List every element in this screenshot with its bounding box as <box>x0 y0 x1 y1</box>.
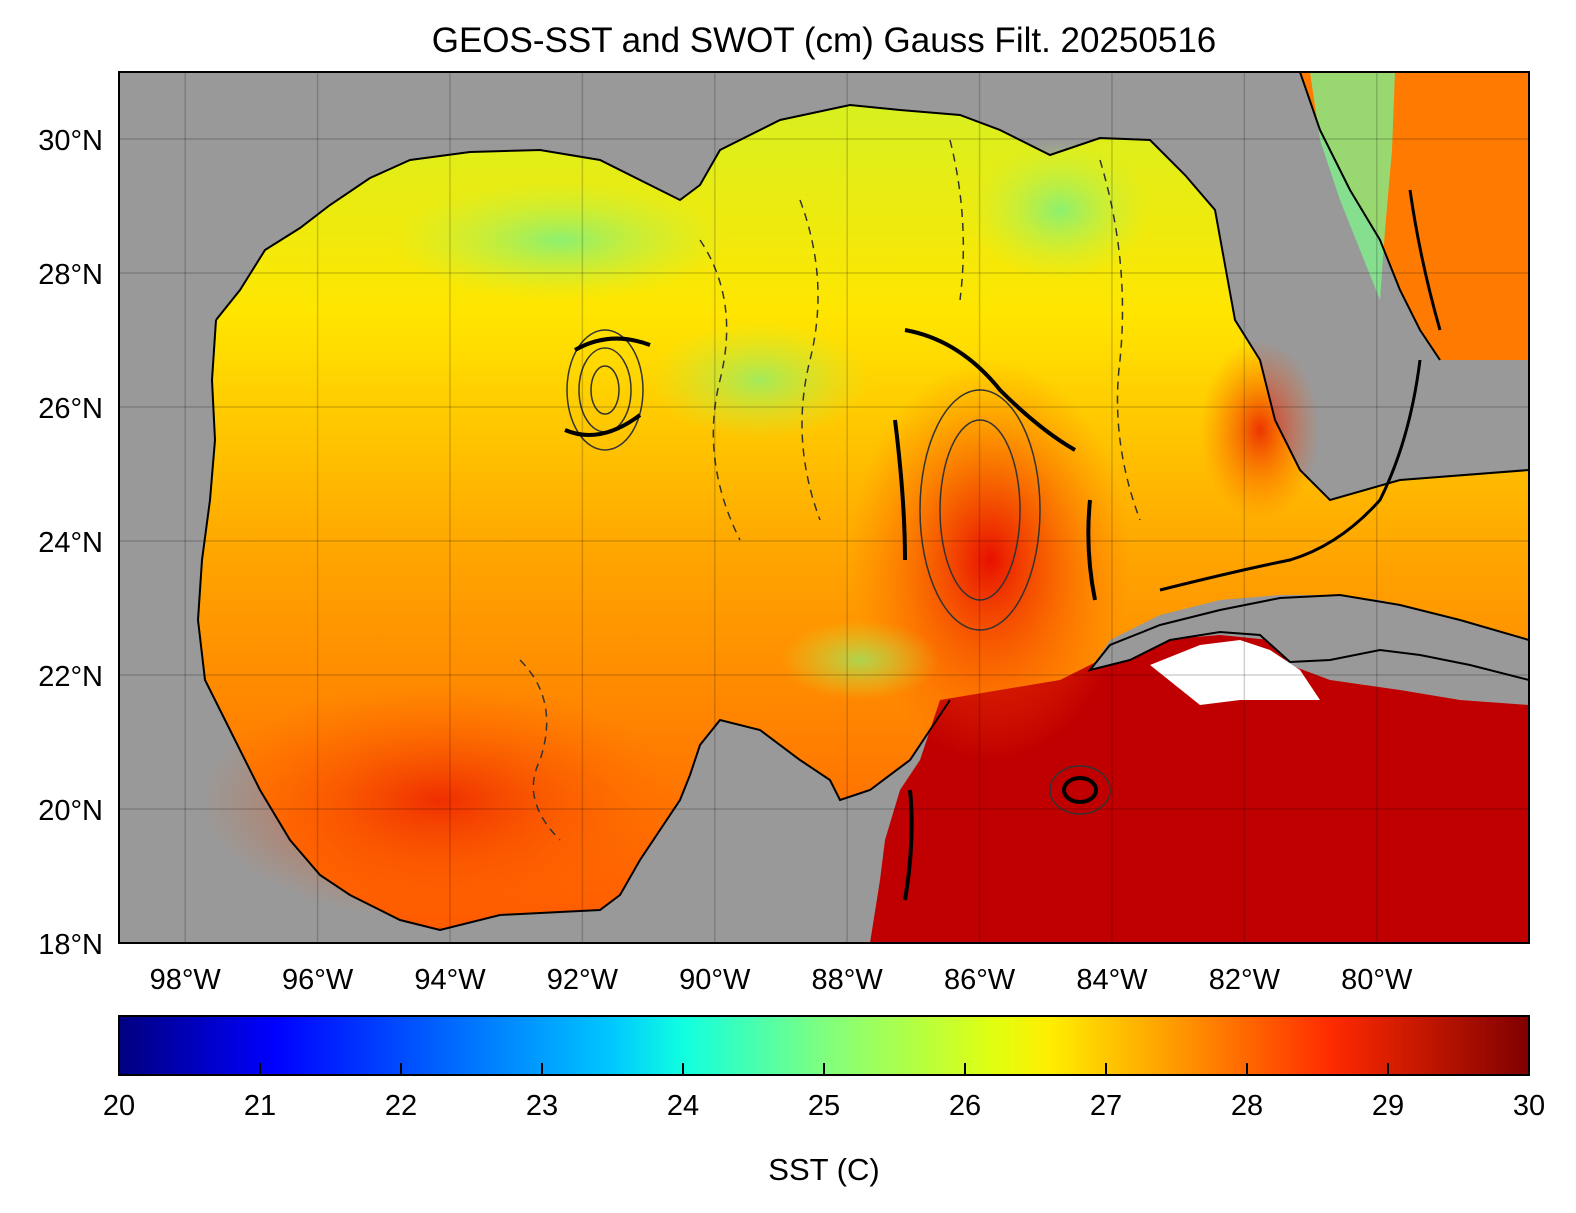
colorbar-tick-label: 23 <box>526 1090 558 1122</box>
lat-tick-label: 26°N <box>38 393 103 425</box>
colorbar-tick-label: 26 <box>949 1090 981 1122</box>
colorbar-tick-label: 24 <box>667 1090 699 1122</box>
latitude-axis: 30°N 28°N 26°N 24°N 22°N 20°N 18°N <box>38 125 103 961</box>
longitude-axis: 98°W 96°W 94°W 92°W 90°W 88°W 86°W 84°W 82°W 80°W <box>150 964 1413 996</box>
map-plot-area <box>119 72 1529 943</box>
florida-east-coast <box>1299 72 1441 361</box>
southwest-gulf-warm <box>200 680 680 920</box>
lon-tick-label: 90°W <box>679 964 751 996</box>
mexico-coastline <box>196 319 951 932</box>
colorbar-ticks: 20 21 22 23 24 25 26 27 28 29 30 <box>103 1063 1545 1122</box>
isla-de-la-juventud-gap <box>1150 640 1320 705</box>
lon-tick-label: 88°W <box>812 964 884 996</box>
lon-tick-label: 84°W <box>1076 964 1148 996</box>
florida-shelf-warm <box>1200 340 1320 520</box>
lon-tick-label: 98°W <box>150 964 222 996</box>
cuba-land <box>1087 593 1529 682</box>
lon-tick-label: 94°W <box>414 964 486 996</box>
central-gulf-cool <box>650 320 870 440</box>
lat-tick-label: 30°N <box>38 125 103 157</box>
swot-contours <box>519 139 1442 901</box>
map-gridlines <box>119 72 1529 944</box>
colorbar-label: SST (C) <box>768 1152 879 1187</box>
lat-tick-label: 20°N <box>38 795 103 827</box>
colorbar-tick-label: 22 <box>385 1090 417 1122</box>
atlantic-cool-shelf <box>1310 72 1395 300</box>
map-title: GEOS-SST and SWOT (cm) Gauss Filt. 20250… <box>432 21 1217 60</box>
colorbar-tick-label: 30 <box>1513 1090 1545 1122</box>
northeast-shelf-cool <box>970 140 1150 280</box>
lon-tick-label: 92°W <box>547 964 619 996</box>
colorbar-tick-label: 29 <box>1372 1090 1404 1122</box>
colorbar-tick-label: 28 <box>1231 1090 1263 1122</box>
lon-tick-label: 80°W <box>1341 964 1413 996</box>
lat-tick-label: 24°N <box>38 527 103 559</box>
lat-tick-label: 18°N <box>38 929 103 961</box>
lon-tick-label: 82°W <box>1209 964 1281 996</box>
northern-shelf-cool <box>390 180 730 300</box>
colorbar-tick-label: 21 <box>244 1090 276 1122</box>
gulf-coastline <box>215 103 1529 502</box>
lat-tick-label: 28°N <box>38 259 103 291</box>
lon-tick-label: 86°W <box>944 964 1016 996</box>
lat-tick-label: 22°N <box>38 661 103 693</box>
colorbar-tick-label: 20 <box>103 1090 135 1122</box>
lon-tick-label: 96°W <box>282 964 354 996</box>
colorbar-tick-label: 27 <box>1090 1090 1122 1122</box>
map-frame <box>118 71 1530 944</box>
colorbar-tick-label: 25 <box>808 1090 840 1122</box>
yucatan-shelf-cool <box>780 620 940 700</box>
